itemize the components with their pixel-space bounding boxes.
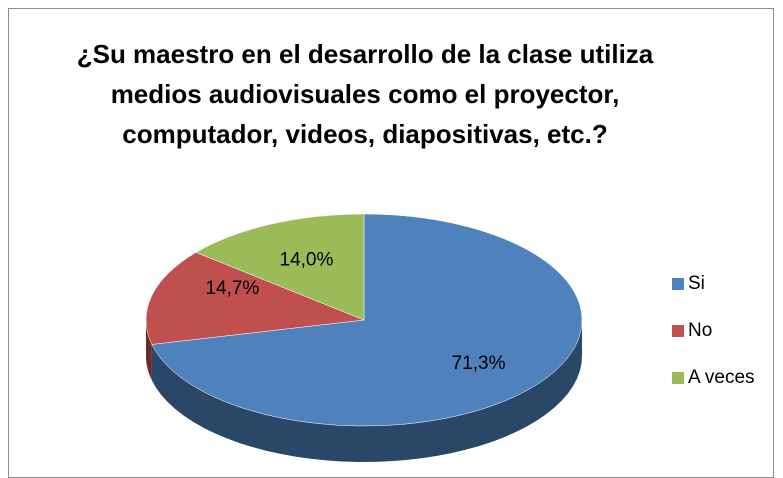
legend-swatch [672,325,684,337]
slice-side [146,320,152,381]
data-label: 14,7% [205,278,259,299]
chart: 71,3% 14,7% 14,0% Si No A veces [145,213,755,462]
slice-side [151,320,583,462]
slice [145,252,365,345]
legend-label: A veces [688,367,755,388]
legend-swatch [672,278,684,290]
legend-label: Si [688,273,705,294]
data-label: 14,0% [280,250,334,271]
legend-label: No [688,320,712,341]
slice [151,213,583,427]
chart-title: ¿Su maestro en el desarrollo de la clase… [76,39,654,149]
data-label: 71,3% [452,353,506,374]
slice [195,213,365,321]
legend-swatch [672,372,684,384]
page: ¿Su maestro en el desarrollo de la clase… [8,8,774,478]
